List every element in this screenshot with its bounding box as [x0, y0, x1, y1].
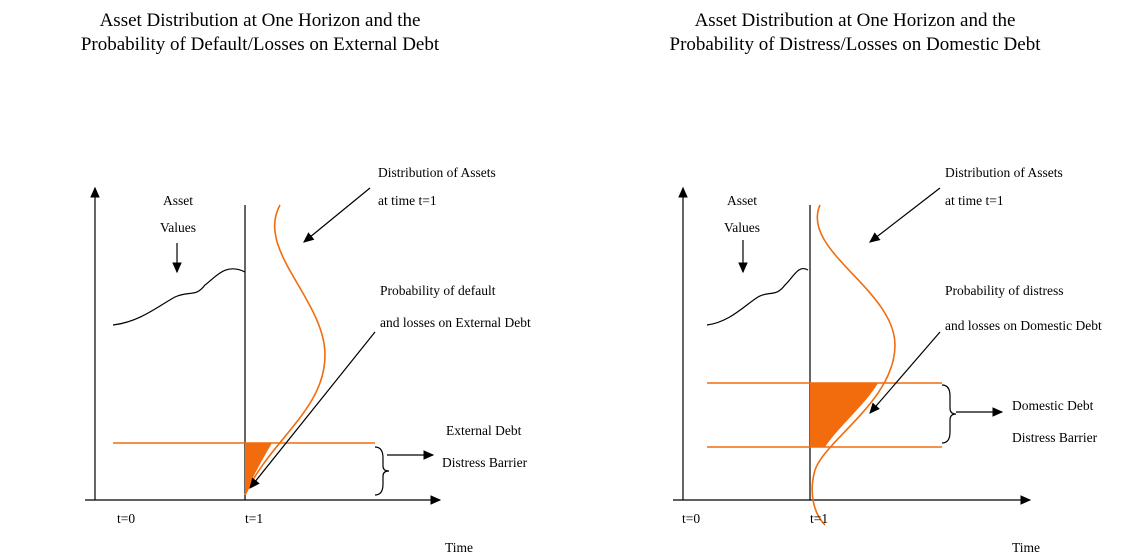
label: Distribution of Assets: [378, 165, 496, 180]
arrow: [869, 331, 941, 414]
label: at time t=1: [378, 193, 437, 208]
brace: [374, 446, 390, 496]
label: t=0: [117, 511, 135, 526]
label: and losses on External Debt: [380, 315, 531, 330]
label: Distribution of Assets: [945, 165, 1063, 180]
label: t=1: [810, 511, 828, 526]
title-line: Asset Distribution at One Horizon and th…: [100, 10, 421, 31]
label: at time t=1: [945, 193, 1004, 208]
label: Domestic Debt: [1012, 398, 1094, 413]
arrow: [249, 331, 376, 489]
probability-area: [810, 383, 878, 447]
label: t=1: [245, 511, 263, 526]
label: t=0: [682, 511, 700, 526]
title-line: Probability of Distress/Losses on Domest…: [670, 34, 1042, 55]
asset-path: [706, 268, 809, 326]
asset-path: [112, 268, 246, 326]
label: and losses on Domestic Debt: [945, 318, 1102, 333]
label: Asset: [163, 193, 193, 208]
brace: [941, 384, 957, 444]
distribution-curve: [811, 204, 896, 526]
label: Time: [1012, 540, 1040, 555]
label: Values: [160, 220, 196, 235]
label: External Debt: [446, 423, 522, 438]
label: Asset: [727, 193, 757, 208]
distribution-curve: [244, 204, 326, 496]
panel-left: Asset Distribution at One Horizon and th…: [81, 10, 531, 555]
panel-right: Asset Distribution at One Horizon and th…: [670, 10, 1102, 555]
title-line: Asset Distribution at One Horizon and th…: [695, 10, 1016, 31]
label: Distress Barrier: [442, 455, 528, 470]
probability-area: [245, 443, 272, 495]
label: Time: [445, 540, 473, 555]
arrow: [303, 187, 371, 243]
arrow: [869, 187, 941, 243]
label: Probability of default: [380, 283, 496, 298]
label: Distress Barrier: [1012, 430, 1098, 445]
label: Probability of distress: [945, 283, 1064, 298]
title-line: Probability of Default/Losses on Externa…: [81, 34, 440, 55]
label: Values: [724, 220, 760, 235]
